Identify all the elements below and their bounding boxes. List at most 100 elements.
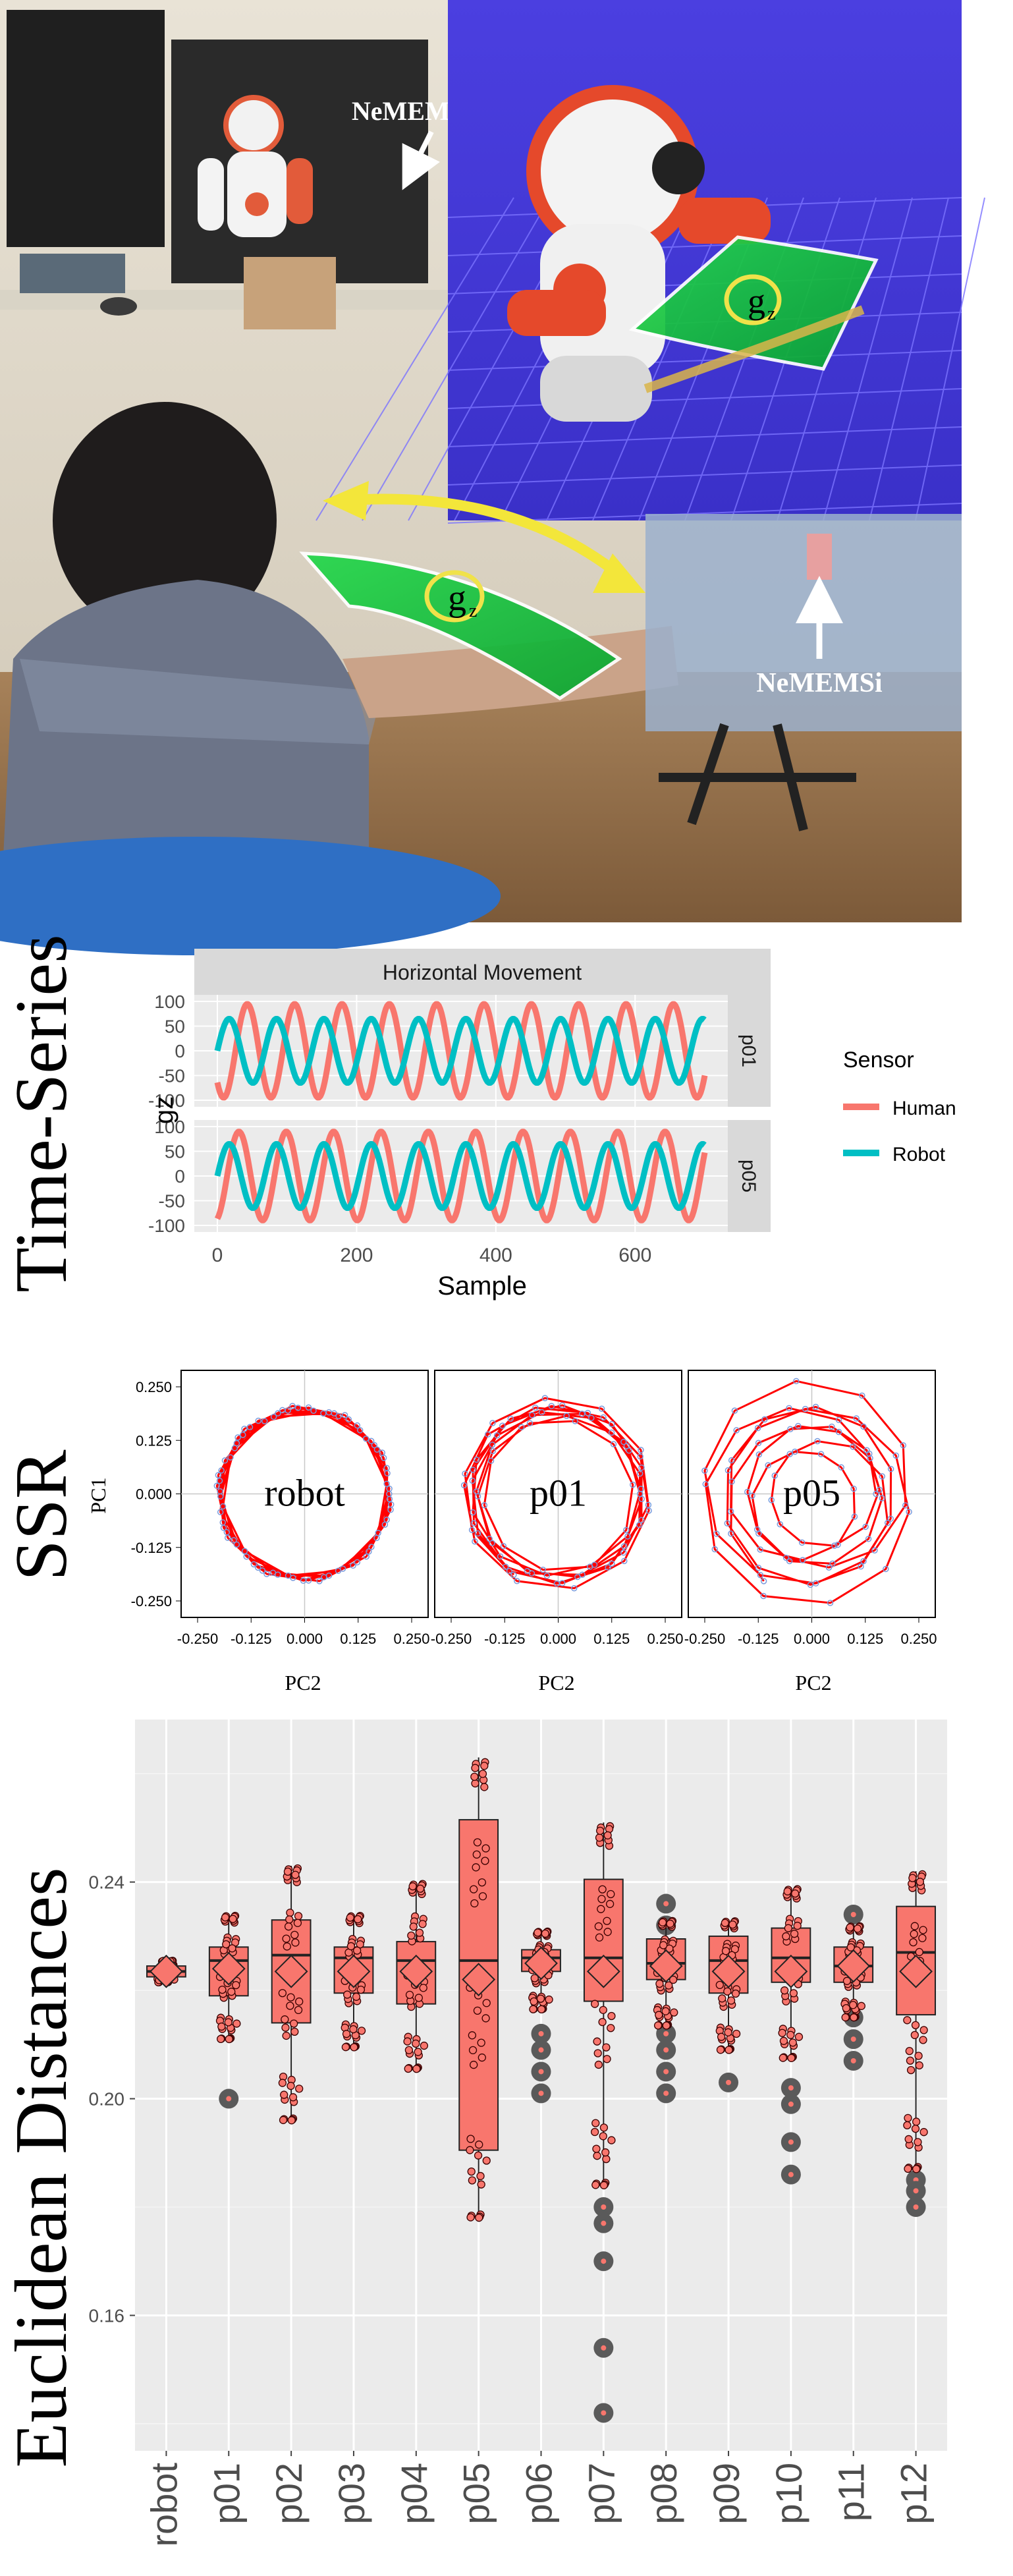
chart-title: Horizontal Movement <box>383 961 582 984</box>
ssr-point <box>638 1517 645 1524</box>
jitter-point <box>466 2135 475 2143</box>
jitter-point <box>918 1934 927 1942</box>
x-tick-label: 0.000 <box>287 1631 323 1647</box>
ssr-point <box>851 1513 858 1520</box>
jitter-point <box>717 2032 726 2041</box>
ssr-point <box>638 1464 645 1471</box>
jitter-point <box>482 1999 491 2007</box>
jitter-point <box>405 1990 414 2000</box>
ssr-point <box>387 1501 395 1508</box>
jitter-point <box>481 2014 490 2023</box>
jitter-point <box>217 2022 226 2031</box>
ssr-point <box>518 1424 525 1430</box>
ssr-point <box>579 1571 586 1578</box>
jitter-point <box>403 2037 412 2046</box>
ssr-point <box>383 1480 390 1487</box>
outlier-center <box>913 2188 919 2194</box>
jitter-point <box>477 2180 485 2189</box>
mean-marker <box>836 1949 871 1983</box>
ssr-point <box>725 1467 732 1474</box>
ssr-point <box>559 1580 566 1586</box>
ssr-point <box>379 1449 386 1456</box>
ssr-point <box>469 1477 476 1484</box>
rotation-icon <box>724 274 782 325</box>
jitter-point <box>545 1995 553 2004</box>
jitter-point <box>850 2013 858 2022</box>
ssr-point <box>757 1546 763 1553</box>
outlier-center <box>601 2410 607 2416</box>
jitter-point <box>409 1922 418 1931</box>
mouse-icon <box>100 297 137 316</box>
jitter-point <box>415 1928 424 1937</box>
grid-line <box>869 197 949 521</box>
ssr-point <box>771 1472 779 1479</box>
y-tick-label: -100 <box>148 1090 185 1111</box>
ssr-point <box>786 1405 792 1412</box>
ssr-point <box>600 1414 607 1421</box>
ssr-point <box>241 1426 248 1432</box>
jitter-point <box>217 2034 225 2044</box>
x-tick-label: 0.000 <box>794 1631 830 1647</box>
ssr-point <box>290 1575 296 1581</box>
mean-marker <box>711 1954 746 1988</box>
jitter-point <box>915 1947 923 1957</box>
ssr-point <box>231 1445 238 1451</box>
ssr-point <box>825 1564 833 1571</box>
ssr-point <box>259 1567 266 1574</box>
ssr-point <box>341 1412 348 1418</box>
jitter-point <box>222 1940 231 1949</box>
y-tick-label: 0.20 <box>89 2089 125 2110</box>
jitter-point <box>779 2054 787 2062</box>
jitter-point <box>659 1941 668 1949</box>
ssr-point <box>591 1561 598 1568</box>
y-tick-label: 0.250 <box>136 1379 172 1395</box>
y-tick-label: 0 <box>175 1041 185 1061</box>
ssr-point <box>865 1536 872 1542</box>
ssr-point <box>829 1560 836 1567</box>
jitter-point <box>278 1989 287 1998</box>
jitter-point <box>287 2116 296 2125</box>
x-tick-label: p05 <box>456 2463 497 2524</box>
y-tick-label: 0 <box>175 1166 185 1187</box>
jitter-point <box>655 2011 663 2019</box>
x-tick-label: p12 <box>893 2463 935 2524</box>
robot-on-desk-icon <box>198 95 336 329</box>
jitter-point <box>475 2141 483 2149</box>
jitter-point <box>536 1994 545 2003</box>
jitter-point <box>404 2064 412 2073</box>
ssr-point <box>506 1567 513 1575</box>
jitter-point <box>590 2127 599 2137</box>
y-tick-label: 50 <box>165 1142 185 1162</box>
ssr-point <box>216 1477 223 1484</box>
ssr-xlabel-2: PC2 <box>538 1671 574 1694</box>
x-tick-label: 0.250 <box>900 1631 937 1647</box>
ssr-point <box>499 1422 506 1429</box>
jitter-point <box>598 1885 607 1893</box>
jitter-point <box>282 2031 290 2040</box>
jitter-point <box>910 1930 918 1938</box>
jitter-point <box>653 2021 663 2030</box>
person-icon <box>0 402 678 955</box>
jitter-point <box>731 1989 740 1998</box>
jitter-point <box>602 2154 611 2164</box>
rotation-icon <box>424 570 485 623</box>
ssr-panel-label: p05 <box>783 1472 840 1515</box>
jitter-point <box>218 1985 227 1994</box>
jitter-point <box>728 1920 737 1929</box>
outlier-center <box>601 2220 607 2226</box>
ssr-point <box>733 1427 740 1434</box>
jitter-point <box>278 2079 287 2087</box>
jitter-point <box>473 2006 482 2015</box>
ssr-point <box>500 1543 507 1550</box>
jitter-point <box>291 1870 300 1879</box>
jitter-point <box>470 1772 479 1781</box>
grid-line <box>447 464 962 486</box>
ssr-point <box>620 1543 628 1550</box>
jitter-point <box>603 1928 612 1936</box>
ssr-trajectory <box>703 1380 910 1604</box>
jitter-point <box>224 2018 233 2027</box>
outlier-center <box>538 2090 544 2096</box>
simulation-panel: g z <box>315 0 985 524</box>
ssr-point <box>354 1422 361 1429</box>
jitter-point <box>790 1930 799 1938</box>
